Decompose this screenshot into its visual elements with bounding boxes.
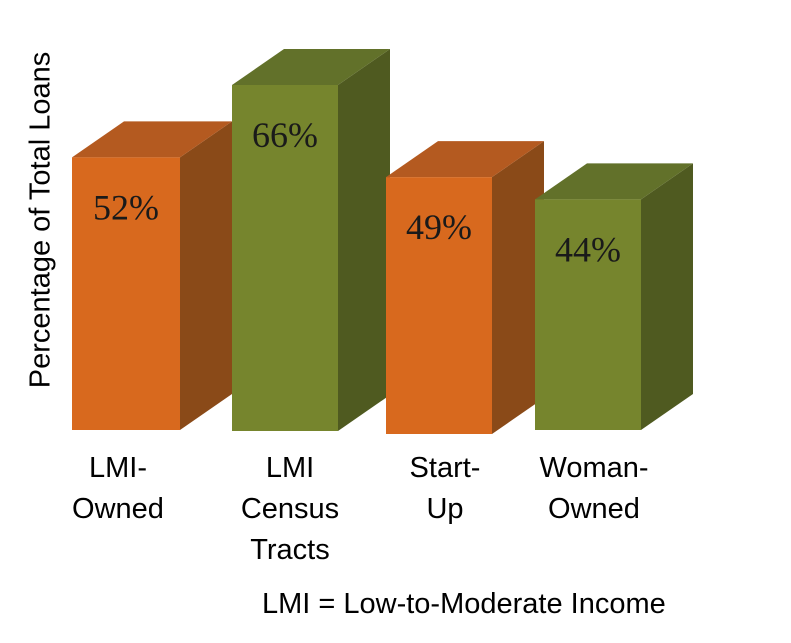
bar-front-face [386,177,492,434]
bar-top-face [72,121,232,158]
bar-front-face [232,85,338,431]
bar-side-face [492,141,544,434]
bars-layer: 52% 66% 49% 44% [72,49,693,434]
footnote: LMI = Low-to-Moderate Income [262,588,666,620]
bar-top-face [535,163,693,200]
bar-4: 44% [535,163,693,431]
category-label: LMI Census Tracts [241,452,339,566]
category-label: Start-Up [410,452,481,525]
data-label: 44% [555,229,621,269]
category-label: Woman-Owned [539,452,648,525]
bar-side-face [180,121,232,431]
bar-side-face [641,163,693,431]
bar-1: 52% [72,121,232,431]
bar-2: 66% [232,49,390,431]
bar-top-face [386,141,544,178]
bar-3: 49% [386,141,544,434]
bar-front-face [72,157,180,431]
data-label: 49% [406,207,472,247]
category-label: LMI-Owned [72,452,164,525]
data-label: 52% [93,187,159,227]
data-label: 66% [252,115,318,155]
category-labels: LMI-Owned LMI Census Tracts Start-Up Woman-Ow… [72,452,648,566]
bar-top-face [232,49,390,85]
bar-side-face [338,49,390,431]
y-axis-label: Percentage of Total Loans [25,52,57,388]
bar-front-face [535,199,641,430]
